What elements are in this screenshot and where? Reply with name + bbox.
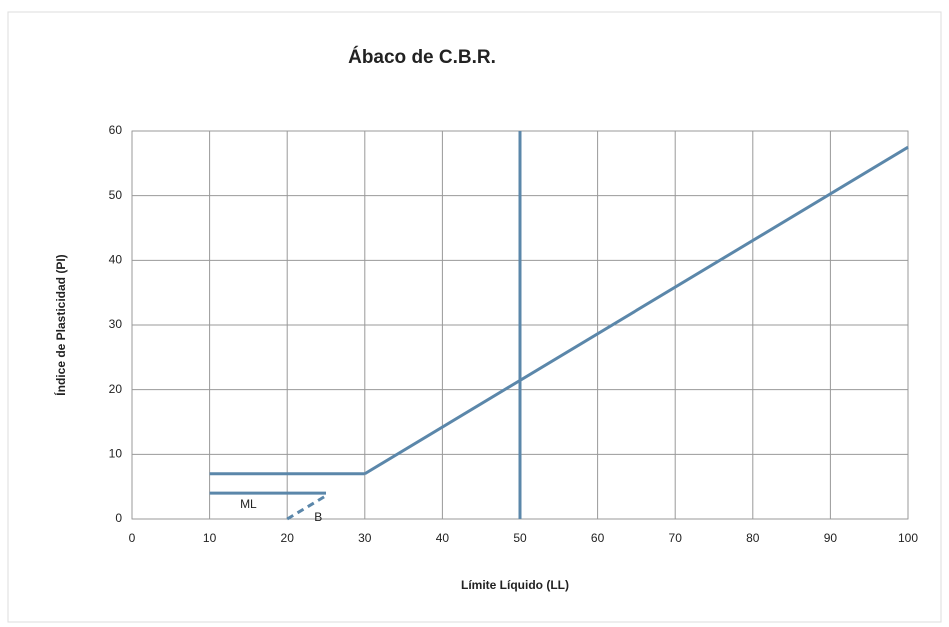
series-line — [286, 494, 327, 521]
page-frame — [7, 11, 942, 623]
series-line — [364, 145, 909, 476]
y-axis-label: Índice de Plasticidad (PI) — [53, 254, 68, 395]
x-tick-label: 60 — [591, 531, 605, 545]
x-tick-label: 30 — [358, 531, 372, 545]
y-tick-label: 40 — [109, 253, 123, 267]
y-tick-label: 0 — [115, 511, 122, 525]
x-tick-label: 70 — [669, 531, 683, 545]
x-tick-label: 80 — [746, 531, 760, 545]
x-tick-label: 10 — [203, 531, 217, 545]
x-tick-label: 50 — [513, 531, 527, 545]
y-tick-label: 50 — [109, 188, 123, 202]
annotation: B — [314, 510, 322, 524]
x-tick-label: 90 — [824, 531, 838, 545]
annotation: ML — [240, 497, 257, 511]
y-tick-label: 30 — [109, 317, 123, 331]
x-tick-label: 20 — [281, 531, 295, 545]
y-tick-label: 60 — [109, 123, 123, 137]
y-tick-label: 20 — [109, 382, 123, 396]
x-axis-label: Límite Líquido (LL) — [461, 578, 569, 592]
chart-title: Ábaco de C.B.R. — [348, 46, 496, 68]
x-tick-label: 100 — [898, 531, 918, 545]
x-tick-label: 40 — [436, 531, 450, 545]
x-tick-label: 0 — [129, 531, 136, 545]
y-tick-label: 10 — [109, 447, 123, 461]
